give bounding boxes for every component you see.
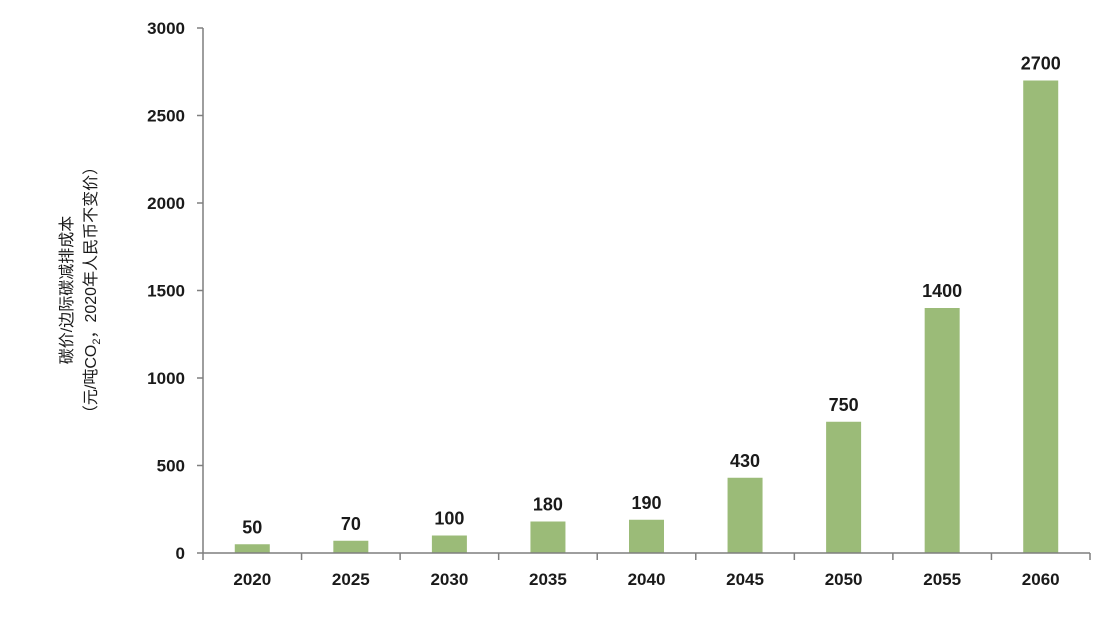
data-label-2030: 100	[434, 509, 464, 529]
data-labels: 50 70 100 180 190 430 750 1400 2700	[242, 54, 1060, 538]
bar-2050	[826, 421, 862, 553]
x-tick-label: 2045	[726, 570, 764, 589]
bar-2040	[629, 519, 664, 553]
x-tick-label: 2055	[923, 570, 961, 589]
bar-2060	[1023, 80, 1059, 553]
x-tick-label: 2050	[825, 570, 863, 589]
bar-2055	[924, 308, 960, 553]
x-tick-label: 2025	[332, 570, 370, 589]
bar-2025	[333, 540, 369, 553]
x-tick-label: 2060	[1022, 570, 1060, 589]
y-tick-label: 500	[157, 457, 185, 476]
bar-2030	[431, 535, 467, 553]
y-axis-title-unit-prefix: （元/吨CO	[82, 345, 100, 421]
bar-series	[234, 80, 1059, 553]
data-label-2040: 190	[631, 493, 661, 513]
y-axis-title-unit-subscript: 2	[91, 339, 103, 345]
data-label-2050: 750	[829, 395, 859, 415]
data-label-2060: 2700	[1021, 54, 1061, 74]
bar-2045	[727, 477, 763, 553]
y-tick-label: 1000	[147, 369, 185, 388]
axes: 0 500 1000 1500 2000 2500 3000 2020 2025 2030 2035…	[147, 19, 1091, 589]
y-axis-title: 碳价/边际碳减排成本 （元/吨CO2，2020年人民币不变价）	[58, 159, 103, 421]
y-tick-label: 2000	[147, 194, 185, 213]
y-axis-title-line2: （元/吨CO2，2020年人民币不变价）	[82, 159, 103, 421]
y-axis-title-line1: 碳价/边际碳减排成本	[58, 216, 76, 364]
y-tick-label: 3000	[147, 19, 185, 38]
data-label-2020: 50	[242, 517, 262, 537]
data-label-2055: 1400	[922, 281, 962, 301]
data-label-2025: 70	[341, 514, 361, 534]
y-tick-label: 2500	[147, 107, 185, 126]
y-tick-label: 1500	[147, 282, 185, 301]
x-tick-label: 2035	[529, 570, 567, 589]
y-axis-title-unit-suffix: ，2020年人民币不变价）	[82, 159, 100, 339]
y-tick-label: 0	[176, 544, 185, 563]
x-tick-label: 2030	[430, 570, 468, 589]
data-label-2035: 180	[533, 495, 563, 515]
x-tick-label: 2040	[628, 570, 666, 589]
x-tick-label: 2020	[233, 570, 271, 589]
bar-2020	[234, 544, 270, 553]
data-label-2045: 430	[730, 451, 760, 471]
bar-2035	[530, 521, 566, 553]
